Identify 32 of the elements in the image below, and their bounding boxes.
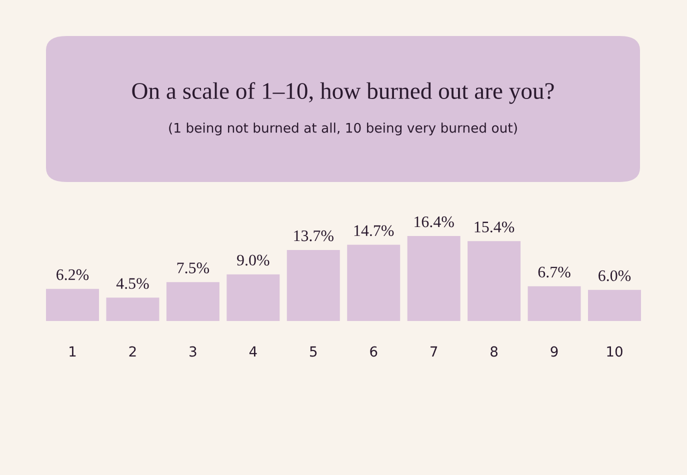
data-label: 9.0% xyxy=(237,254,270,266)
bar xyxy=(588,290,641,321)
data-label: 6.7% xyxy=(538,266,570,278)
data-label: 16.4% xyxy=(414,216,454,228)
x-tick-label: 4 xyxy=(249,346,257,357)
bar xyxy=(46,288,99,321)
data-label: 6.2% xyxy=(56,269,89,280)
data-label: 14.7% xyxy=(354,225,394,236)
data-label: 4.5% xyxy=(116,278,149,289)
data-label: 13.7% xyxy=(294,230,334,242)
x-tick-label: 9 xyxy=(550,346,558,357)
data-label: 7.5% xyxy=(177,262,210,274)
x-tick-label: 1 xyxy=(70,346,76,357)
bar xyxy=(407,236,460,321)
bar xyxy=(468,241,521,321)
bar xyxy=(286,250,340,321)
bar xyxy=(226,274,280,321)
bar xyxy=(106,298,160,321)
x-tick-label: 5 xyxy=(310,346,317,357)
chart-title: On a scale of 1–10, how burned out are you? xyxy=(132,82,554,104)
chart-subtitle: (1 being not burned at all, 10 being very burned out) xyxy=(169,122,517,136)
bar xyxy=(347,244,400,321)
bar xyxy=(166,282,220,321)
x-tick-label: 2 xyxy=(129,346,136,357)
x-tick-label: 10 xyxy=(607,346,622,357)
data-label: 6.0% xyxy=(598,270,631,282)
x-tick-label: 8 xyxy=(490,346,498,357)
data-label: 15.4% xyxy=(474,222,514,232)
x-tick-label: 6 xyxy=(370,346,378,357)
x-tick-label: 7 xyxy=(430,346,438,357)
x-tick-label: 3 xyxy=(190,346,196,357)
bar xyxy=(528,286,581,321)
